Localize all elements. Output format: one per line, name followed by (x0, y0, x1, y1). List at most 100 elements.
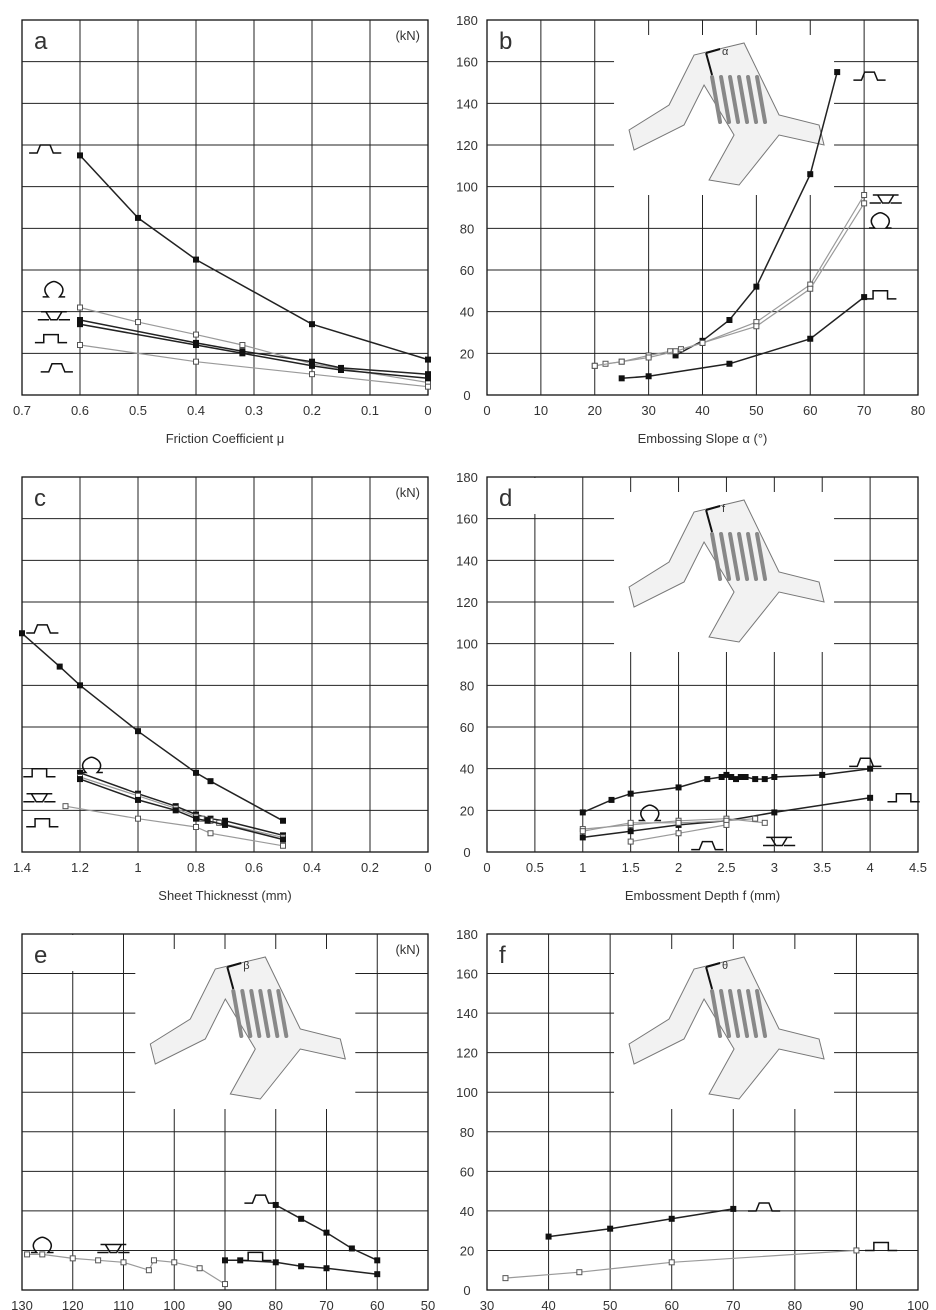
data-point (374, 1271, 381, 1278)
data-point (861, 294, 868, 301)
x-tick-label: 80 (269, 1298, 283, 1310)
panel-label-background (23, 21, 75, 57)
series-line-hat (79, 323, 429, 380)
data-point (730, 1205, 737, 1212)
data-point (861, 192, 868, 198)
data-point (733, 776, 740, 783)
panel-label-background (23, 935, 75, 971)
x-tick-label: 1.4 (13, 860, 31, 875)
data-point (77, 776, 83, 783)
data-point (545, 1233, 552, 1240)
data-point (627, 828, 634, 835)
y-tick-label: 180 (456, 13, 478, 28)
x-tick-label: 1 (134, 860, 141, 875)
x-tick-label: 1.5 (622, 860, 640, 875)
data-point (752, 776, 759, 783)
inset-slot (746, 75, 759, 124)
x-tick-label: 3 (771, 860, 778, 875)
x-tick-label: 70 (726, 1298, 740, 1310)
series-line-omega (27, 1253, 226, 1285)
inset-slot (755, 532, 768, 581)
data-point (348, 1245, 355, 1252)
unit-label: (kN) (395, 28, 420, 43)
data-point (193, 824, 199, 830)
data-point (618, 375, 625, 382)
data-point (196, 1265, 203, 1272)
data-point (135, 796, 141, 803)
data-point (207, 830, 214, 837)
data-point (672, 348, 679, 355)
inset-slot (267, 989, 280, 1038)
data-point (309, 362, 315, 369)
inset-slot (755, 75, 768, 124)
y-tick-label: 120 (456, 595, 478, 610)
y-tick-label: 60 (460, 1164, 474, 1179)
x-tick-label: 0.4 (303, 860, 321, 875)
y-tick-label: 80 (460, 1125, 474, 1140)
x-tick-label: 3.5 (813, 860, 831, 875)
data-point (323, 1265, 330, 1272)
inset-slot (728, 75, 741, 124)
data-point (280, 836, 286, 843)
data-point (62, 803, 69, 810)
y-tick-label: 40 (460, 762, 474, 777)
profile-glyph-omega (869, 212, 892, 229)
data-point (193, 331, 199, 338)
inset-symbol: f (722, 503, 726, 515)
data-point (39, 1251, 46, 1258)
panel-b-inset-drawing: α (614, 35, 835, 195)
data-point (627, 838, 634, 845)
x-tick-label: 1.2 (71, 860, 89, 875)
unit-label: (kN) (395, 485, 420, 500)
data-point (425, 356, 431, 363)
x-tick-label: 2.5 (717, 860, 735, 875)
data-point (272, 1259, 279, 1266)
x-tick-label: 80 (911, 403, 925, 418)
panel-label-e: e (34, 942, 47, 969)
data-point (145, 1267, 152, 1274)
data-point (579, 809, 586, 816)
data-point (77, 321, 83, 328)
data-point (374, 1257, 381, 1264)
data-point (193, 769, 199, 776)
inset-slot (710, 989, 723, 1038)
data-point (742, 774, 749, 780)
y-tick-label: 80 (460, 221, 474, 236)
data-point (668, 1215, 675, 1222)
x-tick-label: 130 (11, 1298, 33, 1310)
data-point (309, 321, 315, 328)
y-tick-label: 160 (456, 55, 478, 70)
inset-slot (719, 532, 732, 581)
x-tick-label: 30 (641, 403, 655, 418)
data-point (69, 1255, 76, 1262)
data-point (807, 335, 814, 342)
data-point (239, 350, 246, 357)
panel-c: c (kN) 1.4 1.2 1 0.8 0.6 0.4 0.2 0 Sheet Thickness… (13, 476, 432, 903)
panel-label-f: f (499, 942, 506, 969)
panel-e-inset-drawing: β (135, 949, 356, 1109)
x-tick-label: 0.6 (71, 403, 89, 418)
profile-glyph-inverted-trapezoid (97, 1243, 130, 1254)
x-tick-label: 50 (603, 1298, 617, 1310)
data-point (668, 1259, 675, 1266)
data-point (591, 362, 598, 369)
y-tick-label: 180 (456, 470, 478, 485)
data-point (56, 663, 63, 670)
x-tick-label: 0.7 (13, 403, 31, 418)
series-line-inverted-trapezoid (79, 319, 429, 375)
profile-glyph-trapezoid (691, 840, 724, 851)
x-tick-label: 0 (483, 860, 490, 875)
data-point (753, 323, 760, 330)
profile-glyph-omega (31, 1236, 54, 1254)
data-point (771, 774, 778, 780)
x-tick-label: 60 (664, 1298, 678, 1310)
data-point (699, 339, 706, 346)
panel-label-b: b (499, 28, 512, 55)
y-tick-label: 0 (463, 1283, 470, 1298)
profile-glyph-trapezoid (244, 1194, 277, 1204)
y-tick-label: 180 (456, 927, 478, 942)
data-point (645, 354, 652, 361)
data-point (675, 830, 682, 837)
data-point (193, 342, 199, 348)
profile-glyph-trapezoid (849, 757, 882, 768)
